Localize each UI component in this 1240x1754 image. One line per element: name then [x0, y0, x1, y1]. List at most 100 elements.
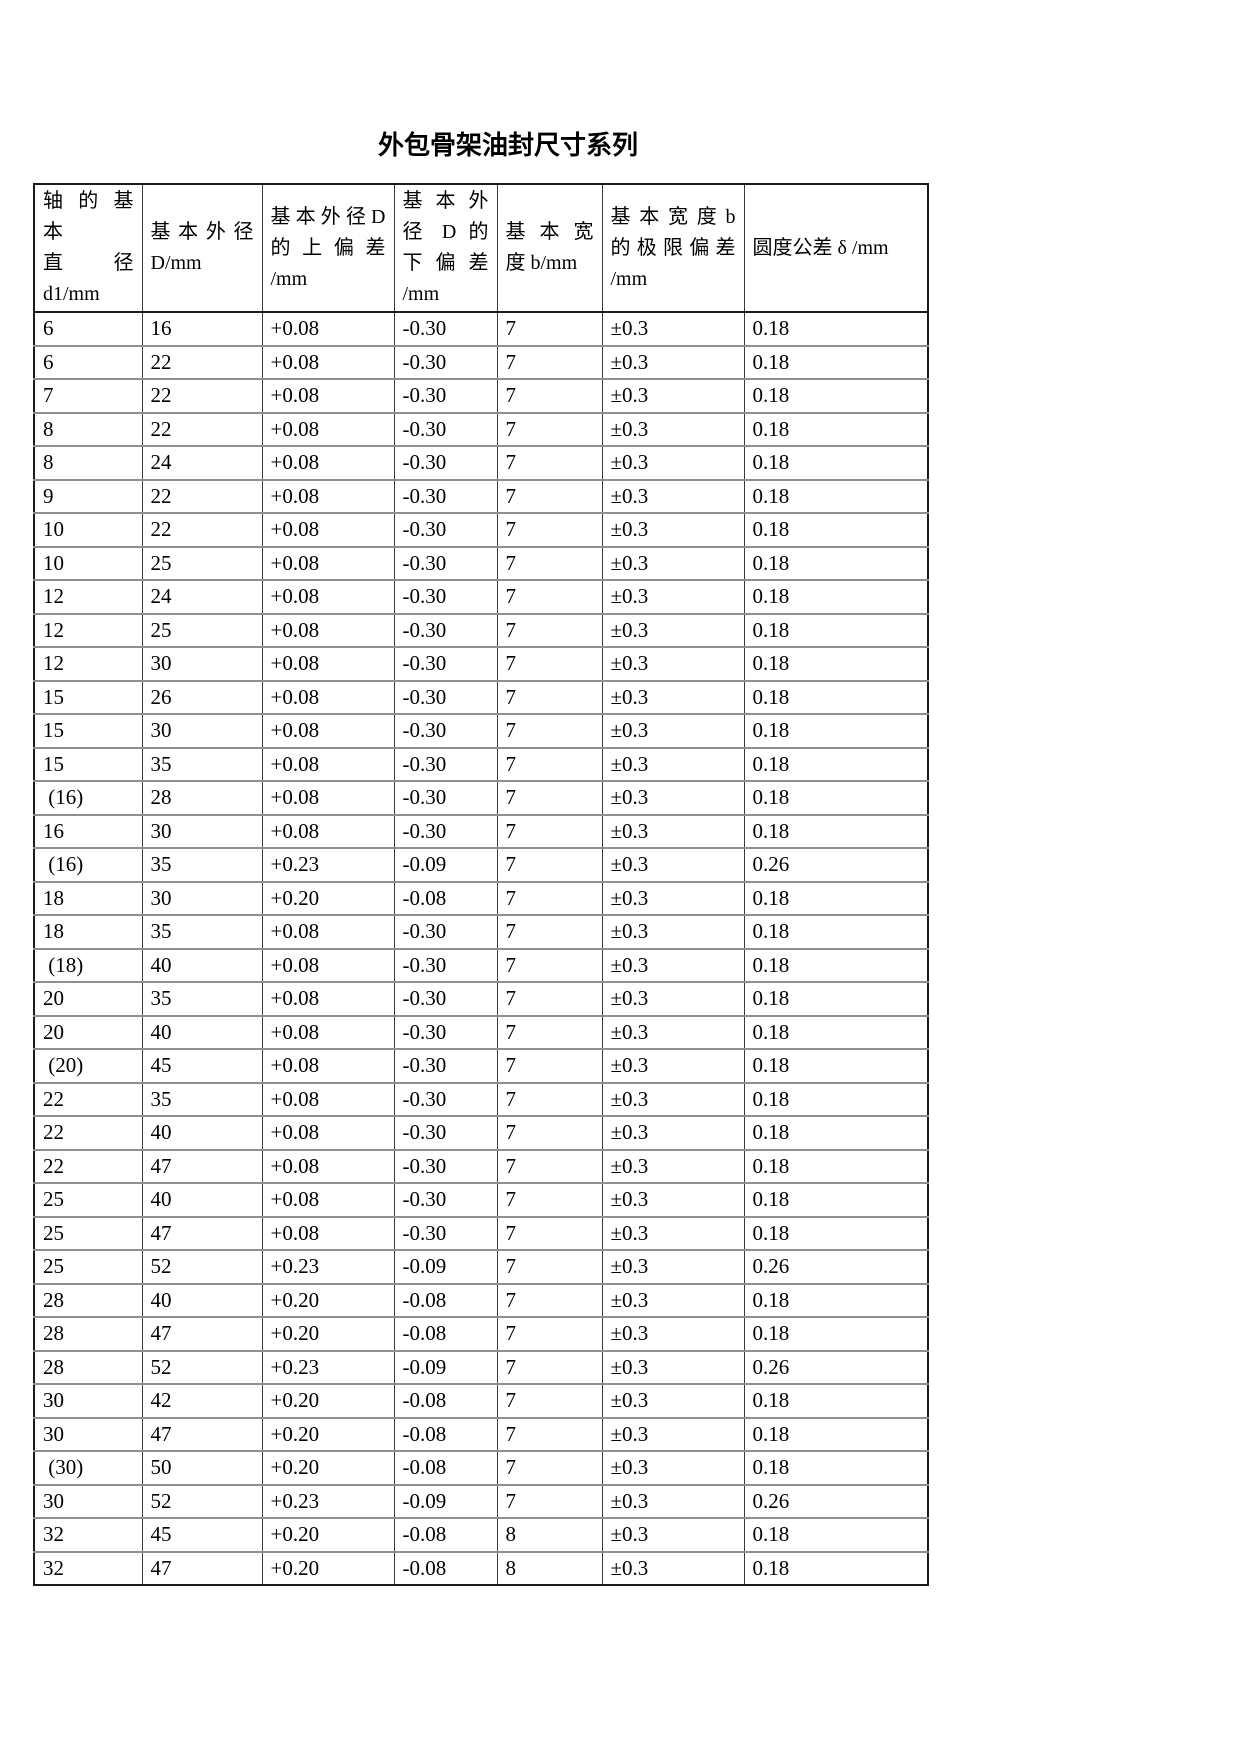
cell: 8 [33, 445, 143, 480]
table-row: 28 40 +0.20 -0.08 7 ±0.3 0.18 [33, 1282, 929, 1317]
cell: ±0.3 [601, 947, 745, 982]
cell: +0.08 [261, 612, 395, 647]
cell: +0.08 [261, 1148, 395, 1183]
cell: -0.30 [393, 1081, 498, 1116]
cell: 7 [496, 545, 603, 580]
cell: 7 [496, 1282, 603, 1317]
cell: 12 [33, 579, 143, 614]
cell: 7 [496, 679, 603, 714]
table-row: 22 35 +0.08 -0.30 7 ±0.3 0.18 [33, 1081, 929, 1116]
cell: 7 [496, 981, 603, 1016]
table-row: 28 47 +0.20 -0.08 7 ±0.3 0.18 [33, 1316, 929, 1351]
cell: -0.30 [393, 679, 498, 714]
cell: 24 [141, 579, 263, 614]
cell: 35 [141, 981, 263, 1016]
cell: -0.30 [393, 1048, 498, 1083]
cell: -0.08 [393, 1550, 498, 1585]
cell: 45 [141, 1048, 263, 1083]
cell: ±0.3 [601, 1450, 745, 1485]
cell: 52 [141, 1483, 263, 1518]
cell: +0.08 [261, 411, 395, 446]
cell: 32 [33, 1517, 143, 1552]
cell: 15 [33, 713, 143, 748]
table-row: (18) 40 +0.08 -0.30 7 ±0.3 0.18 [33, 947, 929, 982]
cell: -0.30 [393, 780, 498, 815]
cell: 0.18 [743, 1182, 929, 1217]
cell: 0.18 [743, 713, 929, 748]
cell: +0.08 [261, 512, 395, 547]
cell: 47 [141, 1316, 263, 1351]
table-row: 32 45 +0.20 -0.08 8 ±0.3 0.18 [33, 1517, 929, 1552]
cell: +0.08 [261, 478, 395, 513]
cell: 22 [141, 344, 263, 379]
cell: 7 [496, 947, 603, 982]
cell: 7 [496, 612, 603, 647]
cell: 7 [33, 378, 143, 413]
cell: 50 [141, 1450, 263, 1485]
cell: 30 [33, 1383, 143, 1418]
cell: ±0.3 [601, 646, 745, 681]
cell: +0.20 [261, 1316, 395, 1351]
cell: 0.18 [743, 981, 929, 1016]
cell: 7 [496, 1148, 603, 1183]
cell: 0.18 [743, 612, 929, 647]
cell: 22 [33, 1115, 143, 1150]
table-row: 22 47 +0.08 -0.30 7 ±0.3 0.18 [33, 1148, 929, 1183]
cell: -0.30 [393, 612, 498, 647]
cell: -0.30 [393, 1148, 498, 1183]
cell: 7 [496, 445, 603, 480]
cell: ±0.3 [601, 847, 745, 882]
table-row: 20 35 +0.08 -0.30 7 ±0.3 0.18 [33, 981, 929, 1016]
cell: 7 [496, 1416, 603, 1451]
table-row: 15 35 +0.08 -0.30 7 ±0.3 0.18 [33, 746, 929, 781]
cell: 0.18 [743, 1282, 929, 1317]
cell: 0.18 [743, 813, 929, 848]
cell: 0.18 [743, 378, 929, 413]
cell: 40 [141, 1115, 263, 1150]
column-header-outer-diameter-lower-deviation: 基 本 外径 D 的下 偏 差/mm [393, 183, 498, 313]
table-row: 15 26 +0.08 -0.30 7 ±0.3 0.18 [33, 679, 929, 714]
table-row: (16) 28 +0.08 -0.30 7 ±0.3 0.18 [33, 780, 929, 815]
cell: 42 [141, 1383, 263, 1418]
cell: 7 [496, 1483, 603, 1518]
cell: 7 [496, 411, 603, 446]
cell: +0.08 [261, 344, 395, 379]
cell: ±0.3 [601, 545, 745, 580]
cell: +0.08 [261, 1081, 395, 1116]
cell: 0.18 [743, 914, 929, 949]
cell: -0.30 [393, 914, 498, 949]
cell: -0.09 [393, 1483, 498, 1518]
cell: -0.08 [393, 1383, 498, 1418]
cell: -0.30 [393, 981, 498, 1016]
column-header-shaft-basic-diameter: 轴 的 基 本直 径 d1/mm [33, 183, 143, 313]
cell: 35 [141, 1081, 263, 1116]
cell: +0.08 [261, 780, 395, 815]
cell: 28 [33, 1316, 143, 1351]
cell: -0.30 [393, 746, 498, 781]
cell: -0.30 [393, 1014, 498, 1049]
table-row: 18 30 +0.20 -0.08 7 ±0.3 0.18 [33, 880, 929, 915]
cell: 47 [141, 1550, 263, 1585]
cell: 7 [496, 813, 603, 848]
table-row: 6 22 +0.08 -0.30 7 ±0.3 0.18 [33, 344, 929, 379]
page-title: 外包骨架油封尺寸系列 [377, 131, 638, 160]
cell: 7 [496, 512, 603, 547]
cell: 0.18 [743, 411, 929, 446]
cell: 30 [141, 713, 263, 748]
cell: 0.18 [743, 311, 929, 346]
cell: (30) [33, 1450, 143, 1485]
cell: 10 [33, 512, 143, 547]
cell: +0.08 [261, 746, 395, 781]
cell: ±0.3 [601, 1081, 745, 1116]
cell: (20) [33, 1048, 143, 1083]
cell: 7 [496, 1048, 603, 1083]
oil-seal-dimension-table: 轴 的 基 本直 径 d1/mm 基 本 外 径 D/mm 基 本 外 径 D 的 上 偏… [33, 183, 929, 1586]
header-line: /mm [270, 267, 308, 290]
cell: 30 [141, 880, 263, 915]
cell: 40 [141, 1014, 263, 1049]
cell: ±0.3 [601, 1215, 745, 1250]
table-row: 20 40 +0.08 -0.30 7 ±0.3 0.18 [33, 1014, 929, 1049]
header-line: 基 本 外 径 [150, 221, 254, 243]
cell: 30 [141, 813, 263, 848]
cell: -0.30 [393, 411, 498, 446]
